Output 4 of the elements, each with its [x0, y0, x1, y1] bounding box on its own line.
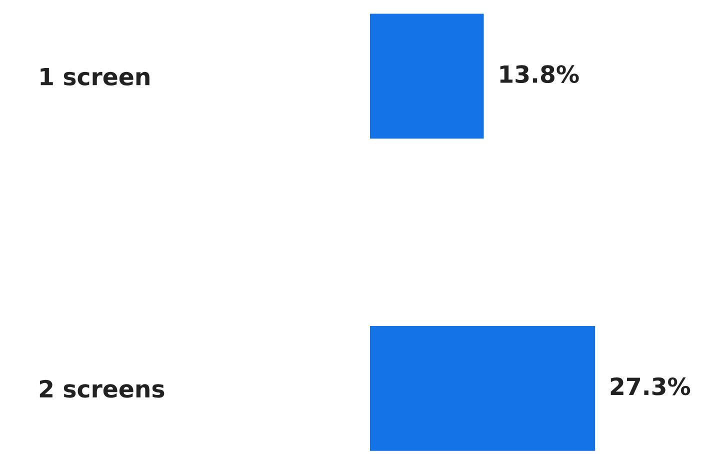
y-tick-label: 1 screen [40, 68, 150, 86]
data-label: 27.3% [610, 377, 690, 396]
data-label: 13.8% [500, 65, 579, 84]
y-tick-label: 2 screens [40, 380, 164, 398]
